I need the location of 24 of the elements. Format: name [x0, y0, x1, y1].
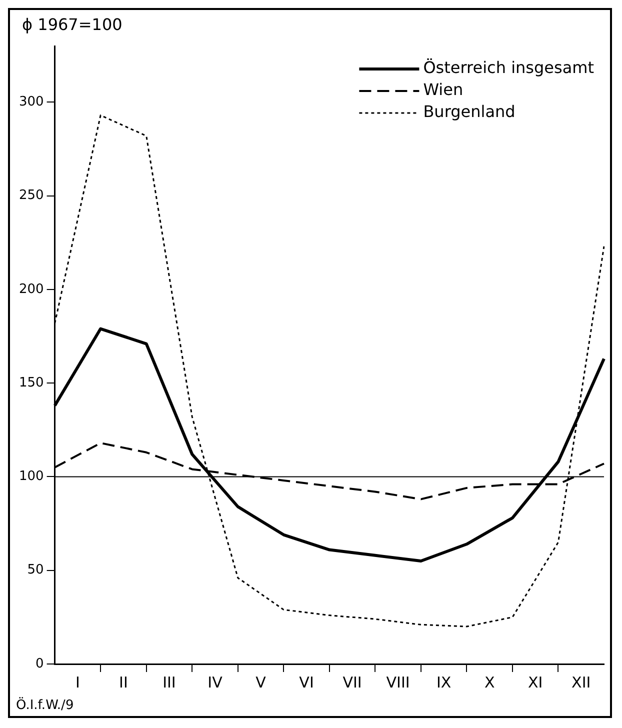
- text: III: [162, 673, 176, 692]
- text: IX: [436, 673, 452, 692]
- y-tick-label: 200: [18, 282, 44, 297]
- y-tick-label: 150: [18, 375, 44, 390]
- text: VIII: [386, 673, 410, 692]
- y-tick-label: 0: [36, 656, 44, 672]
- y-tick-label: 50: [27, 562, 44, 578]
- text: I: [75, 673, 80, 692]
- y-tick-label: 300: [18, 94, 44, 110]
- y-axis-title: ϕ 1967=100: [22, 15, 122, 34]
- legend-label: Wien: [423, 80, 464, 100]
- text: V: [256, 673, 267, 692]
- y-tick-label: 250: [18, 188, 44, 204]
- text: II: [119, 673, 128, 692]
- text: X: [484, 673, 495, 692]
- y-tick-label: 100: [18, 469, 44, 484]
- text: VII: [342, 673, 362, 692]
- legend-label: Burgenland: [423, 102, 516, 122]
- text: VI: [299, 673, 314, 692]
- legend-label: Österreich insgesamt: [423, 58, 594, 78]
- text: XII: [572, 673, 591, 692]
- text: XI: [528, 673, 543, 692]
- text: Ö.I.f.W./9: [16, 696, 74, 713]
- text: IV: [208, 673, 224, 692]
